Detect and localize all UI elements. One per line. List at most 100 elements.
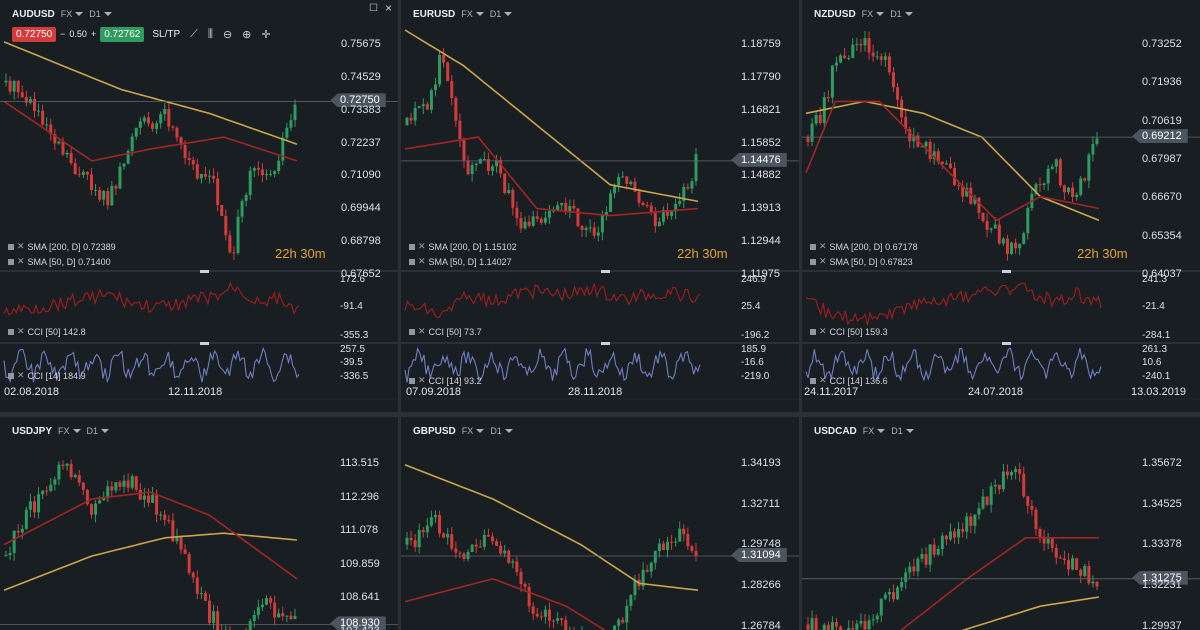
market-select[interactable]: FX <box>863 426 886 436</box>
chart-panel-audusd[interactable]: AUDUSD FX D1 ☐ × 0.72750 − 0.50 + 0.7276… <box>0 0 398 412</box>
minus-button[interactable]: − <box>60 29 66 39</box>
candle <box>985 213 989 238</box>
price-level: 1.17790 <box>741 70 781 83</box>
symbol-label[interactable]: EURUSD <box>413 8 456 20</box>
date-label: 07.09.2018 <box>406 386 462 398</box>
cci14-legend[interactable]: ✕ CCI [14] 93.2 <box>409 375 482 386</box>
candle <box>98 186 102 202</box>
buy-button[interactable]: 0.72762 <box>100 26 145 42</box>
remove-icon[interactable]: ✕ <box>17 241 25 251</box>
candle <box>1067 186 1071 195</box>
symbol-label[interactable]: GBPUSD <box>413 425 456 437</box>
timeframe-select[interactable]: D1 <box>490 9 513 19</box>
remove-icon[interactable]: ✕ <box>819 256 827 266</box>
candle <box>543 211 547 225</box>
zoom-in-icon[interactable]: ⊕ <box>242 28 252 41</box>
price-chart[interactable] <box>802 0 1200 412</box>
candle <box>1038 177 1042 192</box>
candle <box>657 538 661 558</box>
symbol-label[interactable]: USDJPY <box>12 425 53 437</box>
sma200-line <box>404 464 699 591</box>
plus-button[interactable]: + <box>90 29 97 39</box>
timeframe-select[interactable]: D1 <box>890 9 913 19</box>
pane-resize-handle[interactable] <box>601 342 610 345</box>
remove-icon[interactable]: ✕ <box>418 326 426 336</box>
price-chart[interactable] <box>0 417 398 630</box>
chart-panel-usdjpy[interactable]: USDJPY FX D1 108.930 113.515 112.296 111.07… <box>0 417 398 630</box>
timeframe-select[interactable]: D1 <box>891 426 914 436</box>
candle <box>657 217 661 227</box>
chart-header: EURUSD FX D1 <box>413 7 513 21</box>
settings-icon <box>409 243 415 250</box>
candles-icon[interactable]: ⫼ <box>207 27 213 40</box>
cci50-legend[interactable]: ✕ CCI [50] 73.7 <box>409 326 482 337</box>
sma200-legend[interactable]: ✕ SMA [200, D] 0.72389 <box>8 241 116 252</box>
pane-resize-handle[interactable] <box>1002 342 1011 345</box>
sltp-button[interactable]: SL/TP <box>152 28 181 40</box>
pane-resize-handle[interactable] <box>601 270 610 273</box>
candle <box>666 536 670 558</box>
cci14-legend[interactable]: ✕ CCI [14] 136.6 <box>810 375 888 386</box>
remove-icon[interactable]: ✕ <box>819 241 827 251</box>
market-select[interactable]: FX <box>462 426 485 436</box>
candle <box>834 56 838 72</box>
timeframe-select[interactable]: D1 <box>87 426 110 436</box>
price-level: 1.12944 <box>741 235 781 248</box>
candle <box>515 556 519 576</box>
price-chart[interactable] <box>401 417 799 630</box>
cci50-legend[interactable]: ✕ CCI [50] 142.8 <box>8 326 86 337</box>
remove-icon[interactable]: ✕ <box>418 375 426 385</box>
remove-icon[interactable]: ✕ <box>418 256 426 266</box>
remove-icon[interactable]: ✕ <box>418 241 426 251</box>
price-level: 1.32711 <box>741 497 780 510</box>
chart-panel-usdcad[interactable]: USDCAD FX D1 1.31275 1.35672 1.34525 1.3337… <box>802 417 1200 630</box>
maximize-icon[interactable]: ☐ <box>369 3 378 14</box>
candle <box>1010 470 1014 480</box>
candle <box>224 209 228 241</box>
remove-icon[interactable]: ✕ <box>17 326 25 336</box>
candle <box>948 523 952 542</box>
sell-button[interactable]: 0.72750 <box>12 26 57 42</box>
price-chart[interactable] <box>401 0 799 412</box>
market-select[interactable]: FX <box>862 9 885 19</box>
chart-panel-eurusd[interactable]: EURUSD FX D1 ✕ SMA [200, D] 1.15102 ✕ SMA … <box>401 0 799 412</box>
symbol-label[interactable]: AUDUSD <box>12 8 55 20</box>
sma50-legend[interactable]: ✕ SMA [50, D] 0.67823 <box>810 256 913 267</box>
sma200-legend[interactable]: ✕ SMA [200, D] 0.67178 <box>810 241 918 252</box>
candle <box>12 530 16 561</box>
close-icon[interactable]: × <box>384 1 392 15</box>
timeframe-select[interactable]: D1 <box>89 9 112 19</box>
crosshair-icon[interactable]: ✛ <box>261 28 271 41</box>
cci50-legend[interactable]: ✕ CCI [50] 159.3 <box>810 326 888 337</box>
candle <box>1022 466 1026 499</box>
price-chart[interactable] <box>802 417 1200 630</box>
line-chart-icon[interactable]: ⟋ <box>190 27 198 40</box>
sma200-legend[interactable]: ✕ SMA [200, D] 1.15102 <box>409 241 517 252</box>
cci14-legend[interactable]: ✕ CCI [14] 184.9 <box>8 370 86 381</box>
market-select[interactable]: FX <box>58 426 81 436</box>
cci50-level: 241.3 <box>1142 274 1168 285</box>
candle <box>486 528 490 537</box>
remove-icon[interactable]: ✕ <box>17 370 25 380</box>
candle <box>1095 581 1099 591</box>
remove-icon[interactable]: ✕ <box>819 375 827 385</box>
chart-panel-gbpusd[interactable]: GBPUSD FX D1 1.31094 1.34193 1.32711 1.2974… <box>401 417 799 630</box>
market-select[interactable]: FX <box>61 9 84 19</box>
candle <box>81 169 85 179</box>
sma50-legend[interactable]: ✕ SMA [50, D] 0.71400 <box>8 256 111 267</box>
price-level: 0.70619 <box>1142 114 1182 127</box>
remove-icon[interactable]: ✕ <box>17 256 25 266</box>
remove-icon[interactable]: ✕ <box>819 326 827 336</box>
pane-resize-handle[interactable] <box>200 342 209 345</box>
candle <box>940 532 944 556</box>
sma50-legend[interactable]: ✕ SMA [50, D] 1.14027 <box>409 256 512 267</box>
symbol-label[interactable]: USDCAD <box>814 425 857 437</box>
pane-resize-handle[interactable] <box>1002 270 1011 273</box>
zoom-out-icon[interactable]: ⊖ <box>222 28 233 41</box>
chart-panel-nzdusd[interactable]: NZDUSD FX D1 ✕ SMA [200, D] 0.67178 ✕ SMA … <box>802 0 1200 412</box>
market-select[interactable]: FX <box>461 9 484 19</box>
timeframe-select[interactable]: D1 <box>490 426 513 436</box>
pane-resize-handle[interactable] <box>200 270 209 273</box>
price-chart[interactable] <box>0 0 398 412</box>
symbol-label[interactable]: NZDUSD <box>814 8 856 20</box>
